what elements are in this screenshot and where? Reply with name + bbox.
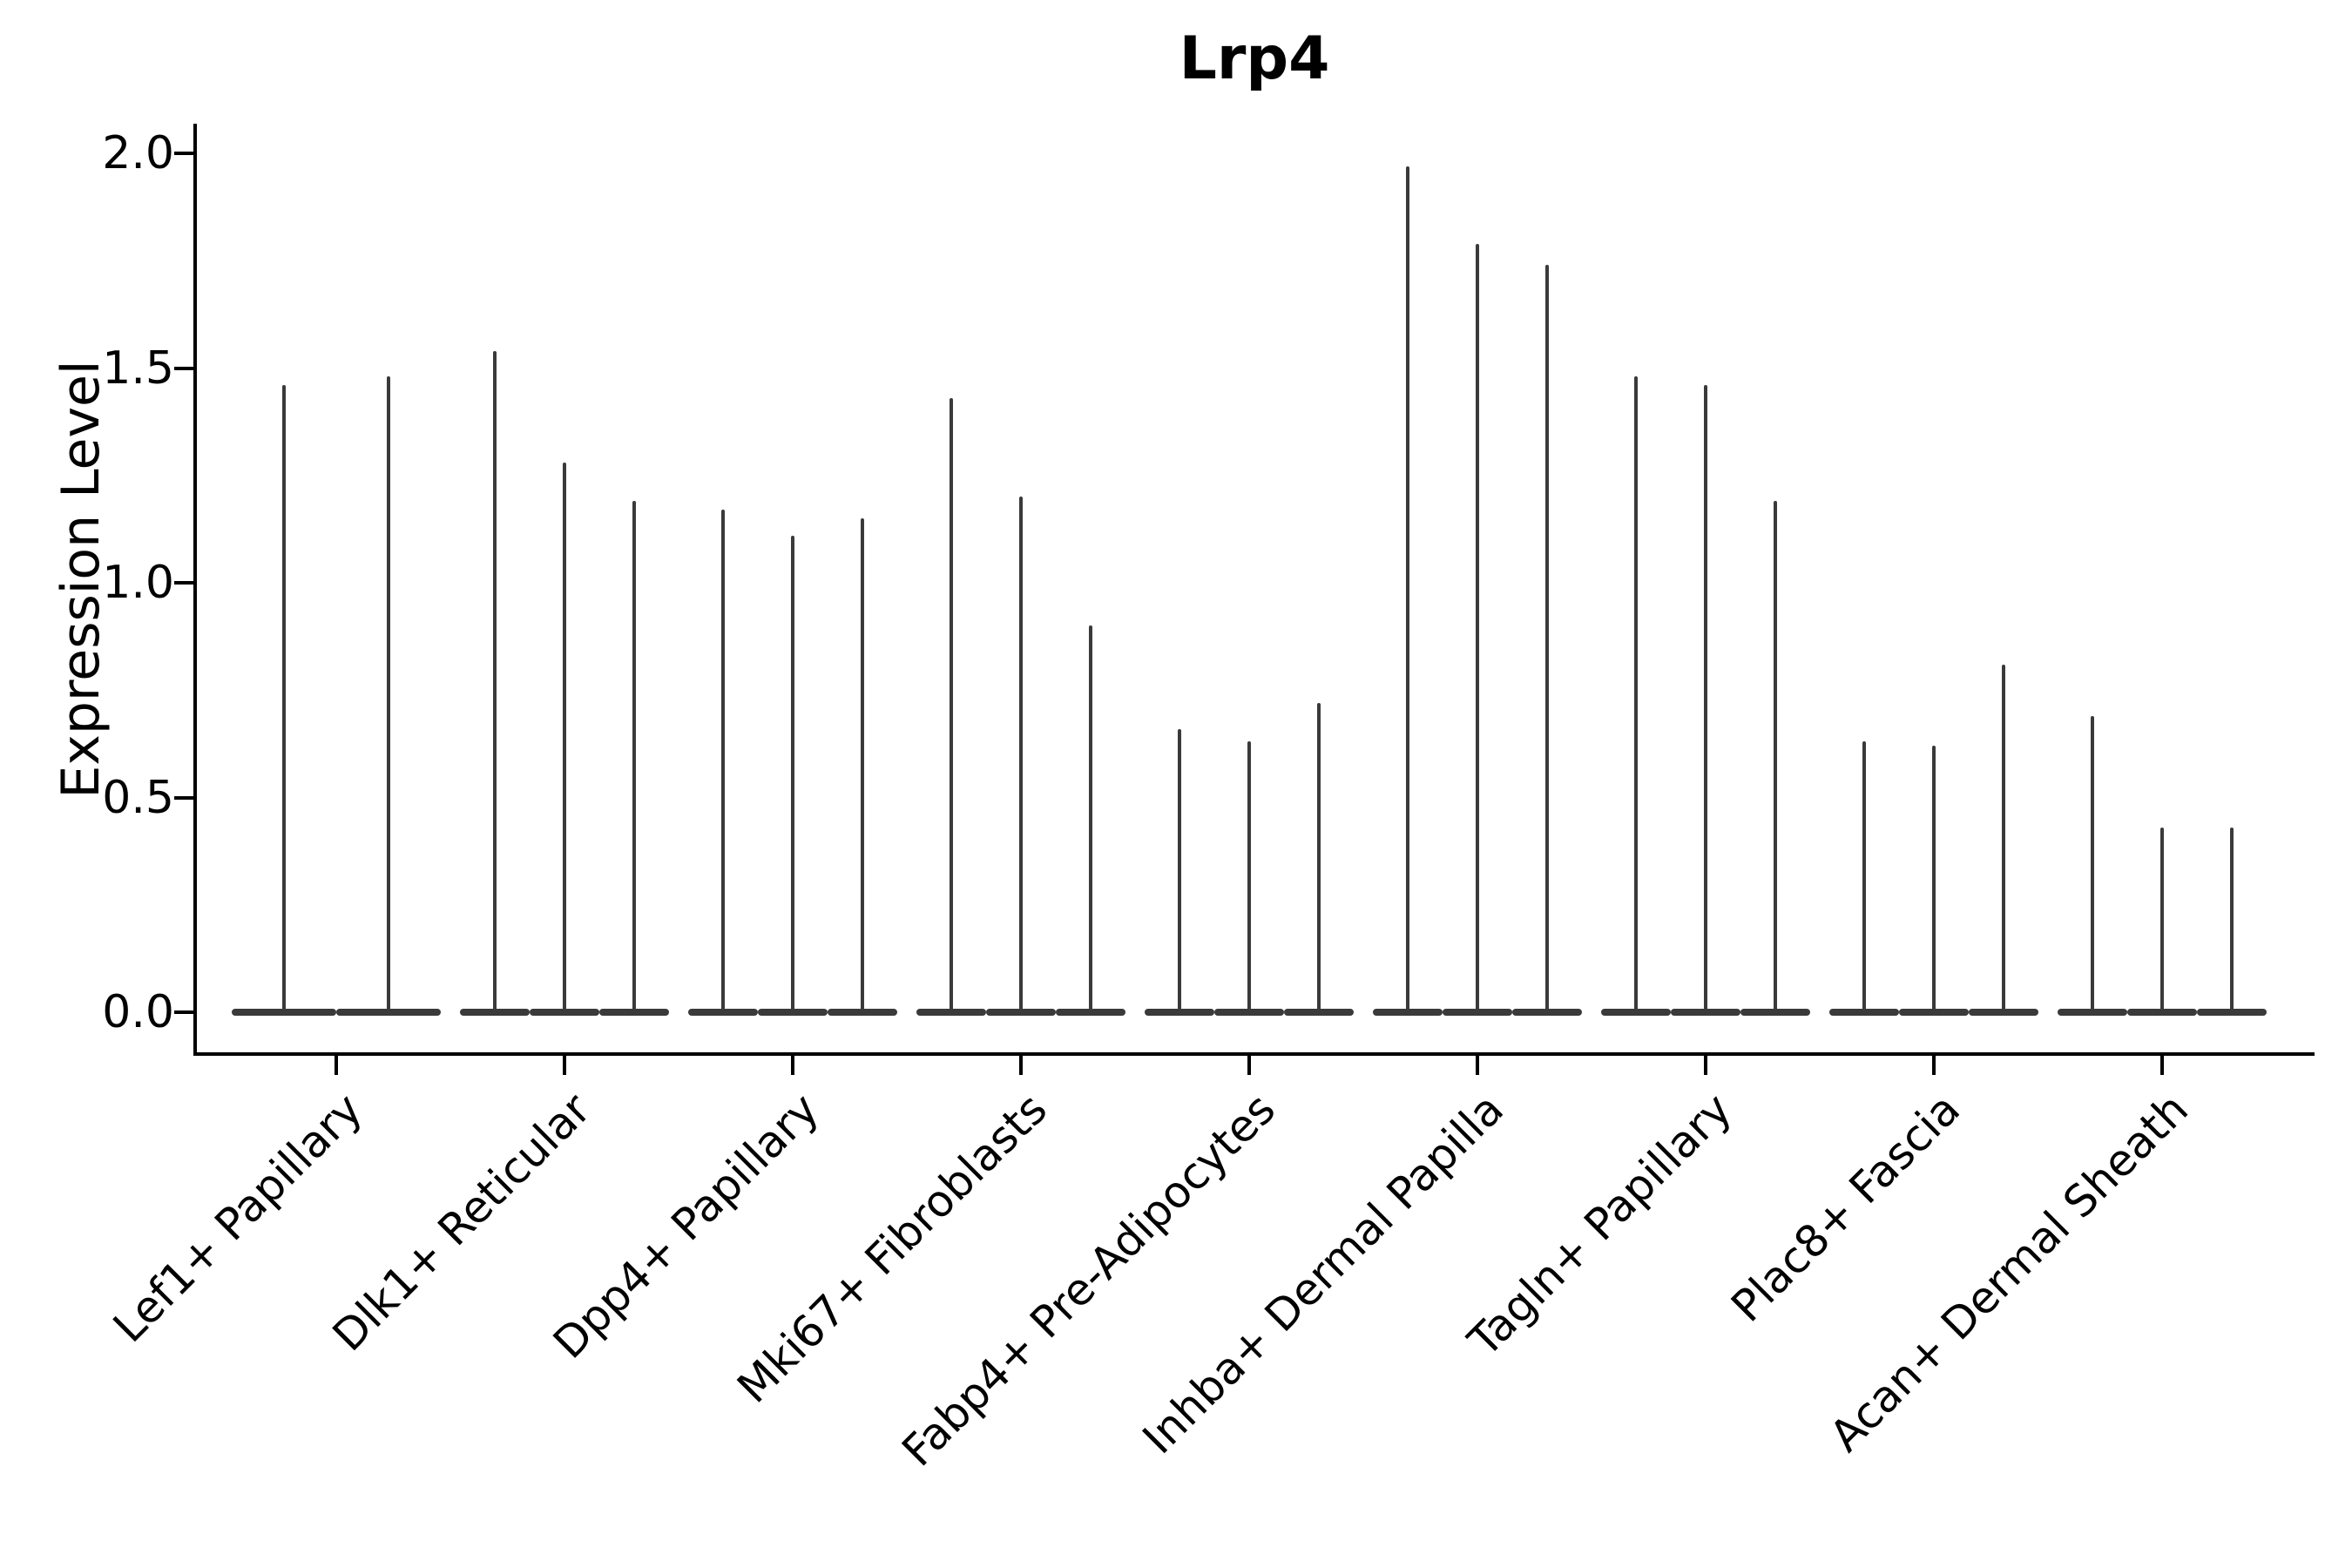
x-tick-mark [791,1056,794,1075]
violin-spike [1774,501,1777,1012]
violin-base [1443,1009,1512,1016]
x-tick-mark [1247,1056,1251,1075]
violin-base [1145,1009,1214,1016]
violin-spike [563,462,566,1012]
x-tick-mark [335,1056,338,1075]
violin-base [2058,1009,2127,1016]
violin-base [986,1009,1056,1016]
violin-base [1284,1009,1354,1016]
y-tick-label: 0.0 [102,986,174,1038]
violin-spike [2091,715,2094,1012]
violin-spike [1932,746,1936,1012]
violin-spike [1019,497,1023,1012]
violin-spike [2002,664,2005,1012]
y-tick-mark [174,366,193,370]
violin-spike [1089,625,1092,1012]
y-tick-mark [174,795,193,800]
x-tick-mark [1704,1056,1707,1075]
violin-spike [2230,828,2234,1012]
x-category-label: Lef1+ Papillary [103,1084,373,1353]
violin-spike [2160,828,2164,1012]
violin-base [1512,1009,1582,1016]
violin-base [1740,1009,1810,1016]
y-tick-mark [174,1010,193,1014]
violin-spike [632,501,636,1012]
violin-spike [282,385,286,1012]
violin-spike [721,510,725,1012]
violin-spike [1545,265,1549,1012]
violin-spike [1704,385,1707,1012]
violin-spike [950,398,953,1012]
violin-base [336,1009,441,1016]
y-tick-mark [174,581,193,585]
x-tick-mark [1019,1056,1023,1075]
violin-spike [1178,728,1181,1012]
y-tick-mark [174,152,193,155]
violin-spike [1634,376,1638,1012]
violin-base [599,1009,669,1016]
violin-base [2197,1009,2267,1016]
violin-base [1899,1009,1969,1016]
x-tick-mark [1476,1056,1479,1075]
violin-base [530,1009,599,1016]
x-category-label: Fabp4+ Pre-Adipocytes [892,1084,1286,1477]
violin-base [1373,1009,1443,1016]
plot-title: Lrp4 [1179,24,1330,93]
violin-base [1671,1009,1740,1016]
violin-spike [791,535,794,1012]
violin-base [1214,1009,1284,1016]
violin-base [828,1009,897,1016]
violin-spike [861,518,864,1012]
violin-base [1829,1009,1899,1016]
y-tick-label: 2.0 [102,127,174,179]
violin-base [460,1009,530,1016]
violin-base [232,1009,336,1016]
violin-base [1969,1009,2038,1016]
y-tick-label: 0.5 [102,771,174,824]
violin-base [2127,1009,2197,1016]
violin-spike [1247,741,1251,1012]
x-category-label: Inhba+ Dermal Papilla [1132,1084,1514,1464]
violin-spike [1406,166,1409,1012]
x-category-label: Plac8+ Fascia [1721,1084,1970,1332]
violin-base [688,1009,758,1016]
violin-spike [1317,703,1321,1012]
violin-spike [1862,741,1866,1012]
x-axis-spine [193,1052,2315,1056]
x-tick-mark [1932,1056,1936,1075]
violin-spike [493,350,497,1012]
violin-base [1601,1009,1671,1016]
y-tick-label: 1.0 [102,557,174,609]
violin-base [1056,1009,1125,1016]
violin-spike [387,376,390,1012]
x-tick-mark [563,1056,566,1075]
x-tick-mark [2160,1056,2164,1075]
violin-base [916,1009,986,1016]
y-tick-label: 1.5 [102,341,174,395]
violin-spike [1476,243,1479,1012]
y-axis-spine [193,124,197,1054]
violin-base [758,1009,828,1016]
